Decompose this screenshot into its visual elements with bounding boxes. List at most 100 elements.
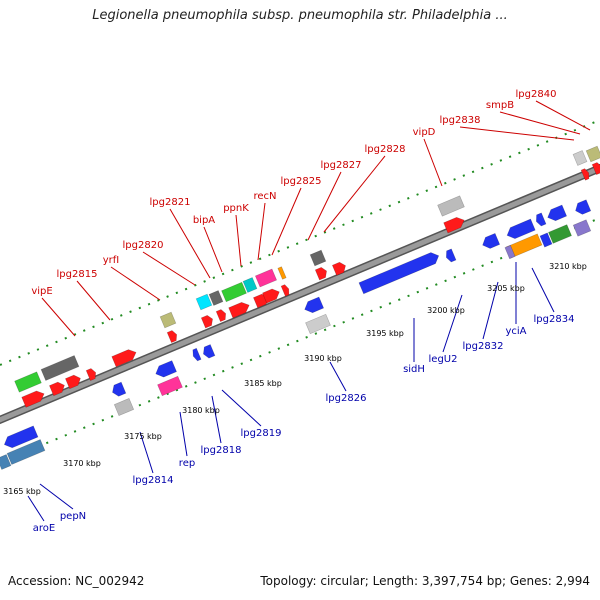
- reverse-gene-6: [157, 375, 183, 397]
- forward-box-1: [40, 355, 80, 381]
- kbp-label-1: 3170 kbp: [63, 459, 101, 468]
- reverse-leader-2: [139, 431, 154, 474]
- reverse-label-lpg2834: lpg2834: [534, 314, 575, 325]
- reverse-label-rep: rep: [179, 458, 195, 469]
- reverse-gene-19: [539, 232, 553, 248]
- forward-gene-6: [200, 315, 213, 329]
- forward-gene-7: [215, 309, 226, 323]
- reverse-gene-4: [113, 397, 135, 417]
- kbp-label-6: 3195 kbp: [366, 329, 404, 338]
- reverse-gene-12: [446, 248, 457, 263]
- forward-gene-11: [280, 284, 290, 297]
- reverse-gene-3: [112, 381, 127, 397]
- reverse-leader-8: [442, 294, 463, 353]
- forward-label-yrfI: yrfI: [103, 255, 120, 266]
- reverse-gene-7: [192, 347, 202, 362]
- reverse-label-lpg2826: lpg2826: [326, 393, 367, 404]
- reverse-leader-3: [179, 411, 188, 457]
- kbp-label-5: 3190 kbp: [304, 354, 342, 363]
- reverse-label-pepN: pepN: [60, 511, 86, 522]
- genome-title: Legionella pneumophila subsp. pneumophil…: [92, 8, 508, 23]
- reverse-label-sidH: sidH: [403, 364, 425, 375]
- forward-label-lpg2828: lpg2828: [365, 144, 406, 155]
- forward-gene-10: [262, 288, 280, 304]
- forward-gene-12: [314, 267, 327, 281]
- forward-gene-14: [443, 217, 465, 234]
- forward-label-smpB: smpB: [486, 100, 514, 111]
- forward-gene-15: [580, 168, 590, 181]
- reverse-gene-5: [155, 360, 177, 378]
- kbp-label-0: 3165 kbp: [3, 487, 41, 496]
- forward-label-lpg2821: lpg2821: [150, 197, 191, 208]
- forward-box-11: [572, 150, 588, 166]
- reverse-gene-2: [0, 454, 12, 470]
- forward-box-7: [254, 268, 278, 288]
- accession-label: Accession: NC_002942: [8, 574, 145, 588]
- forward-leader-1: [76, 280, 111, 321]
- forward-leader-2: [110, 266, 161, 301]
- forward-leader-4: [169, 208, 211, 279]
- reverse-gene-11: [358, 252, 440, 295]
- forward-gene-0: [21, 390, 45, 408]
- forward-box-8: [277, 266, 287, 280]
- forward-leader-11: [423, 138, 443, 187]
- reverse-gene-22: [504, 244, 516, 260]
- forward-gene-16: [591, 162, 600, 176]
- forward-label-lpg2827: lpg2827: [321, 160, 362, 171]
- reverse-leader-6: [329, 361, 347, 392]
- reverse-gene-14: [506, 218, 536, 239]
- forward-leader-3: [142, 251, 196, 286]
- forward-box-12: [585, 145, 600, 163]
- forward-gene-13: [331, 261, 346, 276]
- reverse-gene-8: [203, 344, 216, 359]
- forward-label-vipE: vipE: [31, 286, 52, 297]
- forward-leader-10: [323, 155, 386, 233]
- reverse-gene-16: [547, 204, 568, 222]
- forward-label-bipA: bipA: [193, 215, 215, 226]
- reverse-leader-1: [39, 483, 74, 510]
- reverse-leader-11: [531, 267, 555, 313]
- strand-backbone: [0, 163, 600, 425]
- reverse-gene-0: [3, 425, 39, 449]
- forward-gene-2: [65, 374, 81, 390]
- reverse-label-lpg2832: lpg2832: [463, 341, 504, 352]
- reverse-label-aroE: aroE: [33, 523, 55, 534]
- kbp-label-9: 3210 kbp: [549, 262, 587, 271]
- forward-leader-5: [203, 226, 223, 273]
- reverse-label-legU2: legU2: [429, 354, 458, 365]
- forward-box-9: [309, 249, 327, 267]
- forward-box-0: [14, 371, 42, 393]
- forward-box-6: [242, 277, 258, 293]
- forward-label-lpg2820: lpg2820: [123, 240, 164, 251]
- upper-tick-rail: [0, 119, 600, 366]
- reverse-gene-1: [6, 439, 46, 465]
- kbp-label-3: 3180 kbp: [182, 406, 220, 415]
- forward-leader-13: [499, 111, 581, 135]
- reverse-gene-13: [482, 232, 501, 249]
- forward-box-2: [159, 311, 177, 329]
- forward-leader-14: [535, 100, 591, 131]
- forward-gene-1: [49, 381, 65, 397]
- forward-box-10: [437, 195, 465, 217]
- forward-label-lpg2840: lpg2840: [516, 89, 557, 100]
- forward-label-vipD: vipD: [413, 127, 436, 138]
- reverse-gene-10: [305, 313, 331, 335]
- kbp-label-2: 3175 kbp: [124, 432, 162, 441]
- forward-gene-3: [85, 368, 96, 382]
- forward-leader-8: [271, 187, 302, 256]
- reverse-label-lpg2818: lpg2818: [201, 445, 242, 456]
- reverse-gene-15: [536, 212, 547, 227]
- forward-gene-4: [111, 349, 137, 368]
- forward-leader-12: [459, 126, 575, 141]
- forward-gene-8: [228, 302, 250, 319]
- forward-box-4: [208, 290, 224, 306]
- reverse-leader-5: [221, 389, 262, 427]
- forward-label-ppnK: ppnK: [223, 203, 249, 214]
- kbp-label-7: 3200 kbp: [427, 306, 465, 315]
- reverse-gene-20: [548, 224, 572, 244]
- reverse-label-lpg2814: lpg2814: [133, 475, 174, 486]
- forward-label-lpg2815: lpg2815: [57, 269, 98, 280]
- reverse-leader-0: [27, 495, 45, 522]
- reverse-label-yciA: yciA: [505, 326, 526, 337]
